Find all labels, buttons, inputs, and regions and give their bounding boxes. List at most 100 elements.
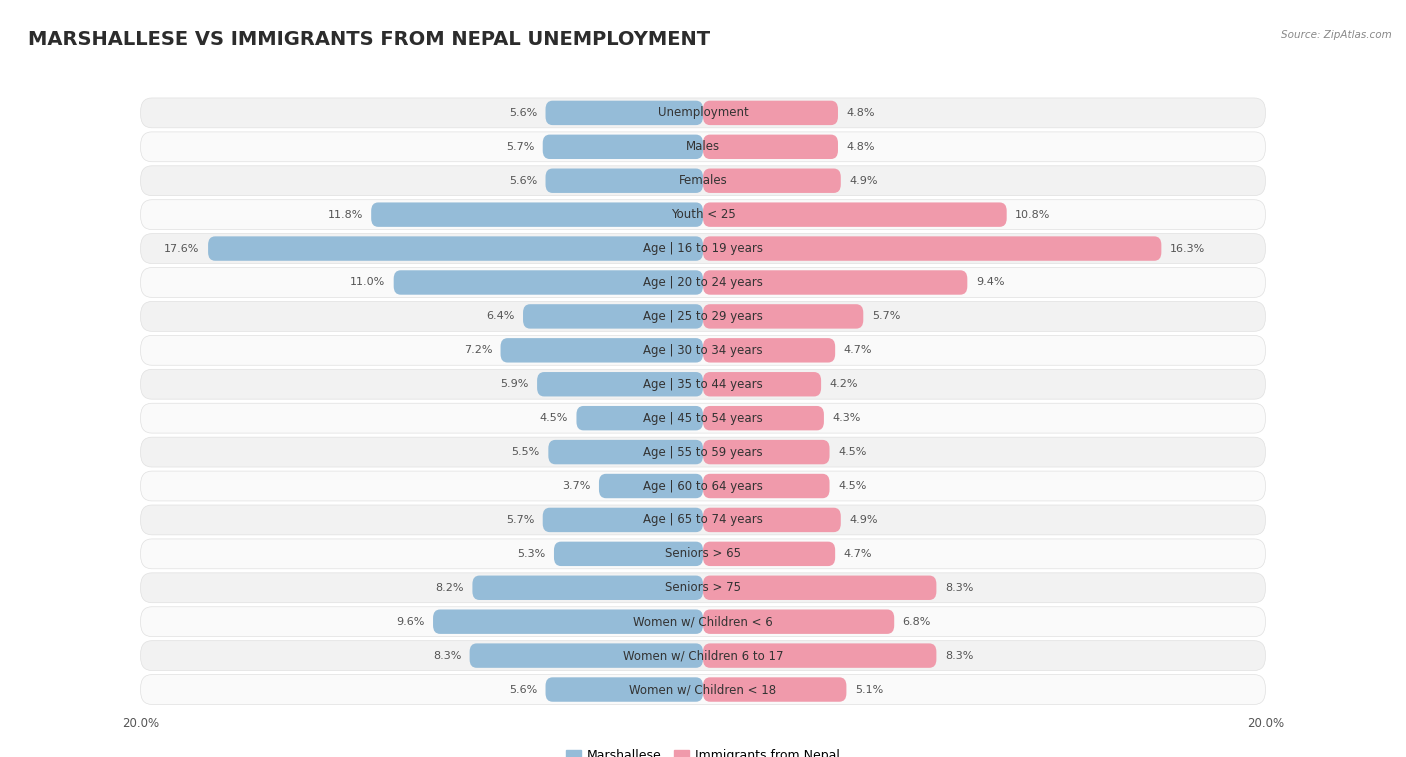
Text: 5.5%: 5.5% bbox=[512, 447, 540, 457]
Text: Males: Males bbox=[686, 140, 720, 154]
Text: 6.4%: 6.4% bbox=[486, 311, 515, 322]
FancyBboxPatch shape bbox=[703, 304, 863, 329]
Text: 17.6%: 17.6% bbox=[165, 244, 200, 254]
FancyBboxPatch shape bbox=[548, 440, 703, 464]
FancyBboxPatch shape bbox=[141, 640, 1265, 671]
Text: Seniors > 65: Seniors > 65 bbox=[665, 547, 741, 560]
Text: 5.6%: 5.6% bbox=[509, 684, 537, 694]
Text: 5.6%: 5.6% bbox=[509, 176, 537, 185]
Text: 11.8%: 11.8% bbox=[328, 210, 363, 220]
Text: Women w/ Children 6 to 17: Women w/ Children 6 to 17 bbox=[623, 649, 783, 662]
Text: 4.2%: 4.2% bbox=[830, 379, 858, 389]
FancyBboxPatch shape bbox=[703, 474, 830, 498]
Legend: Marshallese, Immigrants from Nepal: Marshallese, Immigrants from Nepal bbox=[561, 744, 845, 757]
FancyBboxPatch shape bbox=[141, 403, 1265, 433]
FancyBboxPatch shape bbox=[523, 304, 703, 329]
Text: 4.7%: 4.7% bbox=[844, 345, 872, 355]
FancyBboxPatch shape bbox=[141, 200, 1265, 229]
Text: Age | 35 to 44 years: Age | 35 to 44 years bbox=[643, 378, 763, 391]
Text: 5.9%: 5.9% bbox=[501, 379, 529, 389]
FancyBboxPatch shape bbox=[703, 440, 830, 464]
Text: 5.1%: 5.1% bbox=[855, 684, 883, 694]
FancyBboxPatch shape bbox=[141, 98, 1265, 128]
FancyBboxPatch shape bbox=[703, 270, 967, 294]
Text: 4.3%: 4.3% bbox=[832, 413, 860, 423]
Text: Age | 20 to 24 years: Age | 20 to 24 years bbox=[643, 276, 763, 289]
Text: 4.5%: 4.5% bbox=[540, 413, 568, 423]
Text: Age | 60 to 64 years: Age | 60 to 64 years bbox=[643, 479, 763, 493]
Text: MARSHALLESE VS IMMIGRANTS FROM NEPAL UNEMPLOYMENT: MARSHALLESE VS IMMIGRANTS FROM NEPAL UNE… bbox=[28, 30, 710, 49]
FancyBboxPatch shape bbox=[371, 202, 703, 227]
Text: 9.4%: 9.4% bbox=[976, 278, 1004, 288]
Text: Females: Females bbox=[679, 174, 727, 187]
FancyBboxPatch shape bbox=[543, 135, 703, 159]
FancyBboxPatch shape bbox=[703, 101, 838, 125]
Text: Age | 16 to 19 years: Age | 16 to 19 years bbox=[643, 242, 763, 255]
Text: 4.9%: 4.9% bbox=[849, 515, 877, 525]
FancyBboxPatch shape bbox=[599, 474, 703, 498]
FancyBboxPatch shape bbox=[433, 609, 703, 634]
FancyBboxPatch shape bbox=[141, 437, 1265, 467]
Text: 9.6%: 9.6% bbox=[396, 617, 425, 627]
FancyBboxPatch shape bbox=[141, 539, 1265, 569]
Text: Age | 45 to 54 years: Age | 45 to 54 years bbox=[643, 412, 763, 425]
FancyBboxPatch shape bbox=[703, 202, 1007, 227]
FancyBboxPatch shape bbox=[546, 169, 703, 193]
FancyBboxPatch shape bbox=[141, 471, 1265, 501]
Text: Age | 25 to 29 years: Age | 25 to 29 years bbox=[643, 310, 763, 323]
FancyBboxPatch shape bbox=[703, 643, 936, 668]
FancyBboxPatch shape bbox=[208, 236, 703, 260]
Text: 5.6%: 5.6% bbox=[509, 108, 537, 118]
Text: Unemployment: Unemployment bbox=[658, 107, 748, 120]
FancyBboxPatch shape bbox=[537, 372, 703, 397]
Text: 16.3%: 16.3% bbox=[1170, 244, 1205, 254]
FancyBboxPatch shape bbox=[543, 508, 703, 532]
Text: Age | 65 to 74 years: Age | 65 to 74 years bbox=[643, 513, 763, 526]
Text: 4.5%: 4.5% bbox=[838, 447, 866, 457]
Text: 10.8%: 10.8% bbox=[1015, 210, 1050, 220]
FancyBboxPatch shape bbox=[554, 542, 703, 566]
FancyBboxPatch shape bbox=[141, 505, 1265, 535]
Text: Women w/ Children < 18: Women w/ Children < 18 bbox=[630, 683, 776, 696]
FancyBboxPatch shape bbox=[141, 234, 1265, 263]
FancyBboxPatch shape bbox=[141, 335, 1265, 366]
FancyBboxPatch shape bbox=[703, 609, 894, 634]
Text: 4.5%: 4.5% bbox=[838, 481, 866, 491]
FancyBboxPatch shape bbox=[141, 674, 1265, 705]
FancyBboxPatch shape bbox=[703, 678, 846, 702]
FancyBboxPatch shape bbox=[141, 369, 1265, 399]
Text: 4.7%: 4.7% bbox=[844, 549, 872, 559]
FancyBboxPatch shape bbox=[141, 166, 1265, 195]
Text: Women w/ Children < 6: Women w/ Children < 6 bbox=[633, 615, 773, 628]
Text: Seniors > 75: Seniors > 75 bbox=[665, 581, 741, 594]
FancyBboxPatch shape bbox=[703, 236, 1161, 260]
Text: Source: ZipAtlas.com: Source: ZipAtlas.com bbox=[1281, 30, 1392, 40]
FancyBboxPatch shape bbox=[703, 338, 835, 363]
Text: 11.0%: 11.0% bbox=[350, 278, 385, 288]
FancyBboxPatch shape bbox=[703, 169, 841, 193]
Text: Youth < 25: Youth < 25 bbox=[671, 208, 735, 221]
FancyBboxPatch shape bbox=[546, 101, 703, 125]
Text: Age | 30 to 34 years: Age | 30 to 34 years bbox=[643, 344, 763, 357]
FancyBboxPatch shape bbox=[501, 338, 703, 363]
FancyBboxPatch shape bbox=[141, 607, 1265, 637]
FancyBboxPatch shape bbox=[703, 406, 824, 431]
Text: 5.7%: 5.7% bbox=[872, 311, 900, 322]
Text: 5.7%: 5.7% bbox=[506, 142, 534, 152]
Text: 8.3%: 8.3% bbox=[945, 583, 973, 593]
Text: 6.8%: 6.8% bbox=[903, 617, 931, 627]
FancyBboxPatch shape bbox=[394, 270, 703, 294]
FancyBboxPatch shape bbox=[703, 372, 821, 397]
Text: 7.2%: 7.2% bbox=[464, 345, 492, 355]
FancyBboxPatch shape bbox=[703, 542, 835, 566]
FancyBboxPatch shape bbox=[576, 406, 703, 431]
Text: 8.3%: 8.3% bbox=[433, 650, 461, 661]
Text: 3.7%: 3.7% bbox=[562, 481, 591, 491]
Text: 4.8%: 4.8% bbox=[846, 108, 875, 118]
FancyBboxPatch shape bbox=[703, 508, 841, 532]
Text: 4.9%: 4.9% bbox=[849, 176, 877, 185]
FancyBboxPatch shape bbox=[472, 575, 703, 600]
FancyBboxPatch shape bbox=[546, 678, 703, 702]
Text: 5.7%: 5.7% bbox=[506, 515, 534, 525]
FancyBboxPatch shape bbox=[703, 575, 936, 600]
